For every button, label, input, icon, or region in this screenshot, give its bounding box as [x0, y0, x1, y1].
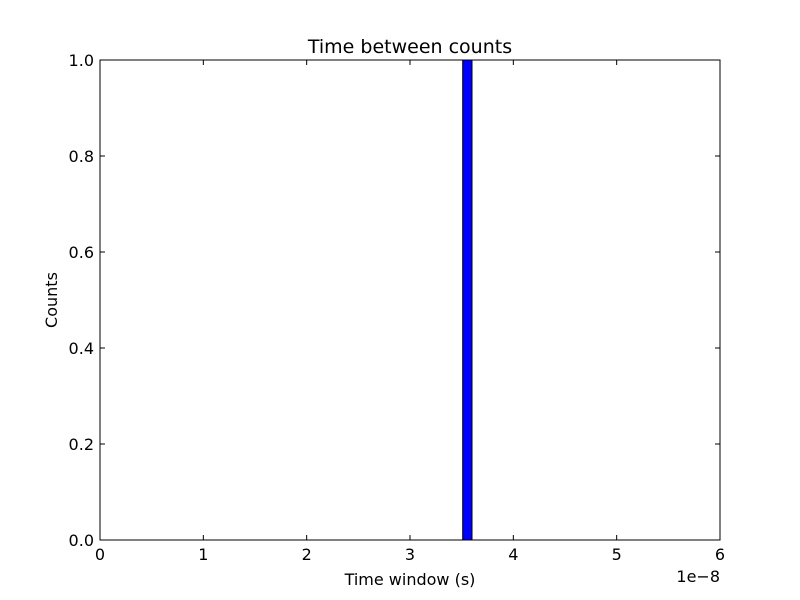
x-axis-title: Time window (s)	[344, 570, 476, 589]
y-tick-label: 0.0	[69, 531, 94, 550]
x-axis-offset-label: 1e−8	[676, 567, 720, 586]
y-tick-label: 0.4	[69, 339, 94, 358]
y-tick-label: 0.6	[69, 243, 94, 262]
bars-layer	[462, 59, 473, 541]
x-axis: 0 1 2 3 4 5 6	[95, 60, 725, 564]
y-tick-label: 1.0	[69, 51, 94, 70]
x-tick-label: 4	[508, 545, 518, 564]
x-tick-label: 0	[95, 545, 105, 564]
chart-title: Time between counts	[307, 36, 512, 58]
y-axis-title: Counts	[42, 272, 61, 328]
histogram-bar-0	[462, 59, 473, 541]
y-tick-label: 0.8	[69, 147, 94, 166]
x-tick-label: 1	[198, 545, 208, 564]
plot-frame	[99, 59, 721, 541]
y-tick-label: 0.2	[69, 435, 94, 454]
y-axis: 0.0 0.2 0.4 0.6 0.8 1.0	[69, 51, 720, 550]
x-tick-label: 3	[405, 545, 415, 564]
x-tick-label: 5	[612, 545, 622, 564]
x-tick-label: 2	[302, 545, 312, 564]
x-tick-label: 6	[715, 545, 725, 564]
